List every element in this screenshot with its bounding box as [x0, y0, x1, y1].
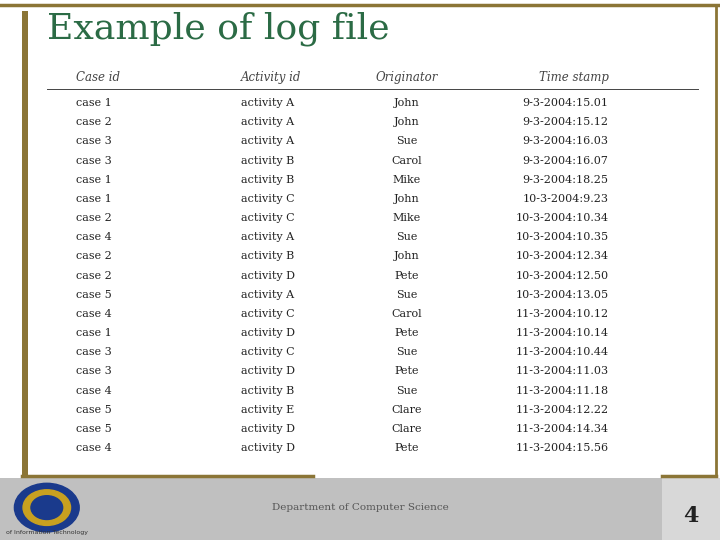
Text: case 4: case 4 — [76, 309, 112, 319]
Text: 11-3-2004:14.34: 11-3-2004:14.34 — [516, 424, 608, 434]
Text: case 5: case 5 — [76, 289, 112, 300]
Text: activity D: activity D — [241, 271, 295, 280]
Text: activity A: activity A — [241, 98, 294, 108]
Text: 11-3-2004:12.22: 11-3-2004:12.22 — [516, 404, 608, 415]
Text: activity B: activity B — [241, 156, 294, 165]
Text: 11-3-2004:10.14: 11-3-2004:10.14 — [516, 328, 608, 338]
Text: Sue: Sue — [396, 347, 418, 357]
Text: activity B: activity B — [241, 174, 294, 185]
Text: Sue: Sue — [396, 289, 418, 300]
Text: 11-3-2004:10.44: 11-3-2004:10.44 — [516, 347, 608, 357]
Text: 10-3-2004:12.50: 10-3-2004:12.50 — [516, 271, 608, 280]
Text: Activity id: Activity id — [241, 71, 302, 84]
Text: 11-3-2004:11.18: 11-3-2004:11.18 — [516, 386, 608, 395]
Text: 9-3-2004:16.07: 9-3-2004:16.07 — [523, 156, 608, 165]
Text: Mike: Mike — [392, 213, 421, 223]
FancyBboxPatch shape — [0, 478, 720, 540]
Text: case 1: case 1 — [76, 194, 112, 204]
Text: Carol: Carol — [392, 156, 422, 165]
Text: activity C: activity C — [241, 194, 294, 204]
Text: John: John — [394, 194, 420, 204]
Text: Example of log file: Example of log file — [47, 11, 390, 46]
Text: case 4: case 4 — [76, 232, 112, 242]
FancyBboxPatch shape — [22, 11, 28, 475]
Text: case 5: case 5 — [76, 404, 112, 415]
Text: 11-3-2004:15.56: 11-3-2004:15.56 — [516, 443, 608, 453]
Text: Case id: Case id — [76, 71, 120, 84]
Text: activity D: activity D — [241, 443, 295, 453]
Text: Pete: Pete — [395, 366, 419, 376]
Text: Pete: Pete — [395, 443, 419, 453]
Text: case 3: case 3 — [76, 347, 112, 357]
Text: activity A: activity A — [241, 117, 294, 127]
Text: case 5: case 5 — [76, 424, 112, 434]
FancyBboxPatch shape — [662, 478, 720, 540]
Text: John: John — [394, 251, 420, 261]
Text: activity A: activity A — [241, 289, 294, 300]
Text: Sue: Sue — [396, 136, 418, 146]
Text: Pete: Pete — [395, 328, 419, 338]
Text: activity D: activity D — [241, 366, 295, 376]
Text: Mike: Mike — [392, 174, 421, 185]
Text: 10-3-2004:10.34: 10-3-2004:10.34 — [516, 213, 608, 223]
Text: 9-3-2004:15.12: 9-3-2004:15.12 — [523, 117, 608, 127]
Text: John: John — [394, 98, 420, 108]
Text: Clare: Clare — [392, 424, 422, 434]
Text: activity C: activity C — [241, 309, 294, 319]
Text: case 2: case 2 — [76, 213, 112, 223]
Text: 4: 4 — [683, 504, 699, 526]
Text: activity A: activity A — [241, 232, 294, 242]
Text: Clare: Clare — [392, 404, 422, 415]
Text: activity D: activity D — [241, 328, 295, 338]
Text: Sue: Sue — [396, 232, 418, 242]
Text: 11-3-2004:11.03: 11-3-2004:11.03 — [516, 366, 608, 376]
Text: John: John — [394, 117, 420, 127]
Text: Department of Computer Science: Department of Computer Science — [271, 503, 449, 512]
Text: Pete: Pete — [395, 271, 419, 280]
Text: 9-3-2004:18.25: 9-3-2004:18.25 — [523, 174, 608, 185]
Text: case 3: case 3 — [76, 366, 112, 376]
Text: activity A: activity A — [241, 136, 294, 146]
Text: 9-3-2004:15.01: 9-3-2004:15.01 — [523, 98, 608, 108]
Text: 11-3-2004:10.12: 11-3-2004:10.12 — [516, 309, 608, 319]
Text: 10-3-2004:10.35: 10-3-2004:10.35 — [516, 232, 608, 242]
Text: case 1: case 1 — [76, 174, 112, 185]
Circle shape — [23, 490, 71, 525]
Circle shape — [14, 483, 79, 532]
Text: case 3: case 3 — [76, 156, 112, 165]
Text: of Information Technology: of Information Technology — [6, 530, 88, 535]
Text: activity C: activity C — [241, 347, 294, 357]
Text: case 2: case 2 — [76, 251, 112, 261]
Text: Sue: Sue — [396, 386, 418, 395]
Circle shape — [31, 496, 63, 519]
Text: activity C: activity C — [241, 213, 294, 223]
Text: Originator: Originator — [376, 71, 438, 84]
Text: case 4: case 4 — [76, 386, 112, 395]
Text: case 3: case 3 — [76, 136, 112, 146]
Text: activity D: activity D — [241, 424, 295, 434]
Text: 10-3-2004:9.23: 10-3-2004:9.23 — [523, 194, 608, 204]
Text: 10-3-2004:12.34: 10-3-2004:12.34 — [516, 251, 608, 261]
Text: case 1: case 1 — [76, 98, 112, 108]
Text: Carol: Carol — [392, 309, 422, 319]
Text: 9-3-2004:16.03: 9-3-2004:16.03 — [523, 136, 608, 146]
Text: case 2: case 2 — [76, 117, 112, 127]
Text: activity B: activity B — [241, 251, 294, 261]
Text: activity E: activity E — [241, 404, 294, 415]
Text: case 2: case 2 — [76, 271, 112, 280]
Text: case 1: case 1 — [76, 328, 112, 338]
Text: activity B: activity B — [241, 386, 294, 395]
Text: 10-3-2004:13.05: 10-3-2004:13.05 — [516, 289, 608, 300]
Text: Time stamp: Time stamp — [539, 71, 608, 84]
Text: case 4: case 4 — [76, 443, 112, 453]
